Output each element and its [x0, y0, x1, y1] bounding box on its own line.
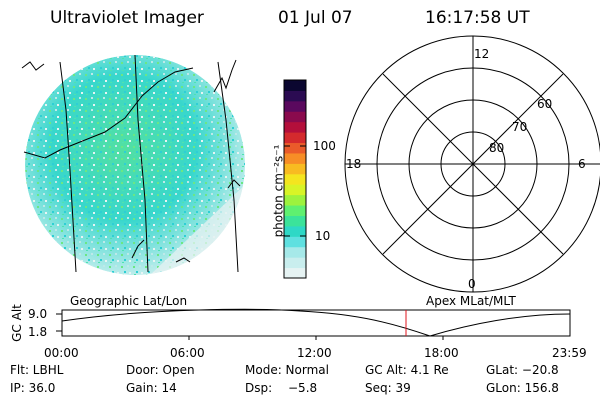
polar-label-12: 12 — [474, 47, 490, 61]
polar-grid — [344, 35, 600, 293]
colorbar-band — [284, 100, 306, 112]
colorbar-band — [284, 267, 306, 279]
orbit-xtick-0600: 06:00 — [170, 346, 205, 360]
colorbar-unit-label: photon cm⁻²s⁻¹ — [271, 144, 286, 238]
polar-label-18: 18 — [346, 157, 362, 171]
image-time: 16:17:58 UT — [425, 8, 530, 28]
polar-label-0: 0 — [468, 277, 476, 291]
ip-status: IP: 36.0 — [10, 381, 56, 395]
orbit-plot — [56, 308, 571, 340]
mode-status: Mode: Normal — [245, 363, 329, 377]
colorbar-band — [284, 132, 306, 144]
geographic-latitude: GLat: −20.8 — [486, 363, 559, 377]
colorbar-band — [284, 173, 306, 185]
gain-status: Gain: 14 — [126, 381, 177, 395]
geographic-longitude: GLon: 156.8 — [486, 381, 559, 395]
colorbar-band — [284, 225, 306, 237]
colorbar-band — [284, 246, 306, 258]
colorbar-band — [284, 215, 306, 227]
gc-altitude-status: GC Alt: 4.1 Re — [365, 363, 449, 377]
colorbar-band — [284, 257, 306, 269]
geographic-label: Geographic Lat/Lon — [70, 294, 188, 308]
polar-label-60: 60 — [537, 97, 553, 111]
orbit-xtick-2359: 23:59 — [552, 346, 587, 360]
colorbar-tick-10: 10 — [315, 229, 331, 243]
colorbar-band — [284, 142, 306, 154]
color-bar — [284, 80, 306, 279]
image-date: 01 Jul 07 — [278, 8, 353, 28]
colorbar-band — [284, 152, 306, 164]
orbit-xtick-0000: 00:00 — [44, 346, 79, 360]
polar-label-80: 80 — [489, 141, 505, 155]
apex-label: Apex MLat/MLT — [426, 294, 516, 308]
colorbar-band — [284, 205, 306, 216]
door-status: Door: Open — [126, 363, 195, 377]
app-title: Ultraviolet Imager — [50, 8, 204, 28]
filter-status: Flt: LBHL — [10, 363, 64, 377]
orbit-xtick-1800: 18:00 — [424, 346, 459, 360]
colorbar-band — [284, 194, 306, 206]
dsp-value: −5.8 — [288, 381, 318, 395]
orbit-ytick-high: 9.0 — [28, 307, 48, 321]
orbit-axis-label: GC Alt — [9, 304, 24, 342]
orbit-ytick-low: 1.8 — [28, 325, 48, 339]
polar-label-6: 6 — [578, 157, 586, 171]
polar-label-70: 70 — [512, 120, 528, 134]
colorbar-band — [284, 111, 306, 123]
colorbar-band — [284, 80, 306, 91]
sequence-status: Seq: 39 — [365, 381, 411, 395]
colorbar-band — [284, 163, 306, 175]
colorbar-tick-100: 100 — [313, 139, 336, 153]
geographic-grid — [21, 54, 241, 273]
colorbar-band — [284, 90, 306, 102]
colorbar-band — [284, 236, 306, 248]
colorbar-band — [284, 121, 306, 133]
orbit-xtick-1200: 12:00 — [297, 346, 332, 360]
dsp-label: Dsp: — [245, 381, 273, 395]
colorbar-band — [284, 184, 306, 196]
